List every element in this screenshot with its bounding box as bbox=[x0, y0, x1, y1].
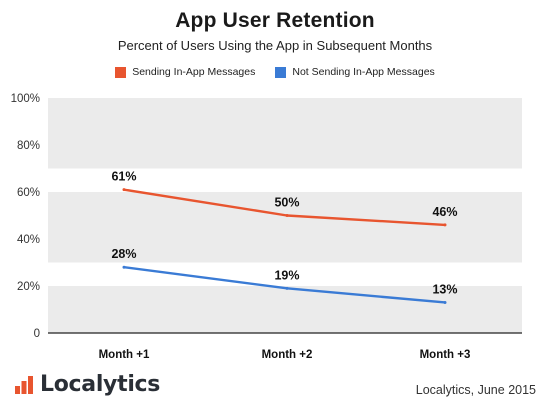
data-point bbox=[443, 223, 447, 227]
data-point bbox=[443, 300, 447, 304]
legend-swatch-not-sending bbox=[275, 66, 287, 78]
x-tick-label: Month +1 bbox=[99, 349, 150, 361]
x-tick-label: Month +3 bbox=[420, 349, 471, 361]
y-tick-label: 40% bbox=[17, 234, 40, 246]
y-tick-label: 0 bbox=[34, 328, 40, 340]
data-point bbox=[122, 188, 126, 192]
chart-subtitle: Percent of Users Using the App in Subseq… bbox=[117, 38, 433, 53]
y-tick-label: 20% bbox=[17, 281, 40, 293]
grid-band bbox=[48, 98, 522, 122]
grid-band bbox=[48, 239, 522, 263]
data-point bbox=[285, 214, 289, 217]
data-label: 28% bbox=[111, 247, 136, 261]
data-point bbox=[122, 265, 126, 269]
legend-item-not-sending: Not Sending In-App Messages bbox=[275, 66, 435, 78]
legend-swatch-sending bbox=[115, 66, 127, 78]
brand-name: Localytics bbox=[40, 372, 161, 397]
bar-chart-logo-icon bbox=[15, 375, 33, 394]
y-tick-label: 80% bbox=[17, 140, 40, 152]
grid-band bbox=[48, 121, 522, 145]
grid-band bbox=[48, 145, 522, 169]
data-label: 61% bbox=[111, 170, 136, 184]
data-point bbox=[285, 286, 289, 290]
grid-band bbox=[48, 192, 522, 216]
source-credit: Localytics, June 2015 bbox=[415, 383, 536, 397]
y-tick-label: 100% bbox=[11, 93, 40, 105]
grid-band bbox=[48, 215, 522, 239]
legend: Sending In-App Messages Not Sending In-A… bbox=[0, 66, 550, 78]
legend-label-not-sending: Not Sending In-App Messages bbox=[292, 66, 435, 78]
grid-band bbox=[48, 309, 522, 333]
y-tick-label: 60% bbox=[17, 187, 40, 199]
chart-title: App User Retention bbox=[175, 9, 375, 32]
legend-label-sending: Sending In-App Messages bbox=[132, 66, 256, 78]
x-tick-label: Month +2 bbox=[262, 349, 313, 361]
data-label: 46% bbox=[432, 205, 457, 219]
grid-band bbox=[48, 286, 522, 310]
data-label: 50% bbox=[274, 196, 299, 210]
data-label: 13% bbox=[432, 282, 457, 296]
brand-logo: Localytics bbox=[14, 372, 160, 397]
legend-item-sending: Sending In-App Messages bbox=[115, 66, 255, 78]
data-label: 19% bbox=[274, 268, 299, 282]
